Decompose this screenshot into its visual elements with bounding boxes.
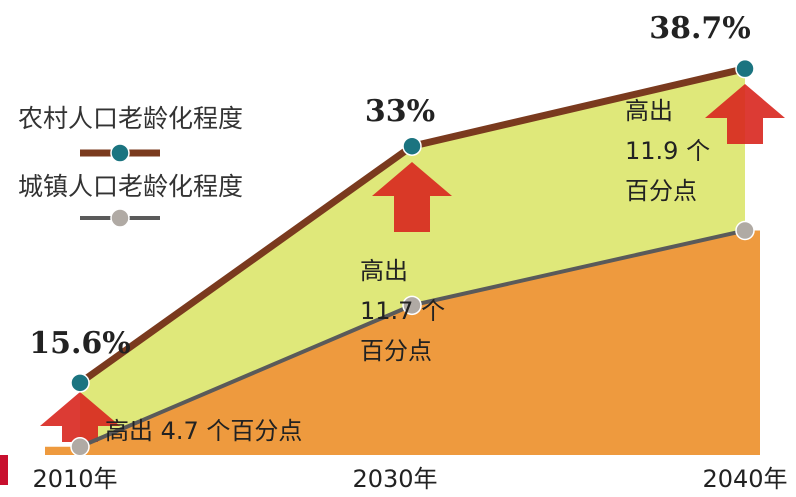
legend-marker: [110, 208, 130, 228]
marker: [735, 220, 755, 241]
band: [80, 68, 745, 447]
marker: [402, 136, 422, 156]
x-tick-label: 2040年: [702, 465, 787, 493]
annotation: 11.9 个: [625, 137, 710, 165]
area: [45, 230, 760, 455]
annotation: 高出: [360, 257, 408, 285]
marker: [735, 58, 755, 79]
legend-marker: [110, 143, 130, 163]
background: [40, 68, 785, 455]
marker: [70, 437, 90, 457]
legend-label: 农村人口老龄化程度: [18, 104, 243, 133]
edge-mark: [0, 455, 8, 485]
x-tick-label: 2010年: [32, 465, 117, 493]
legend-label: 城镇人口老龄化程度: [18, 172, 243, 201]
annotation: 百分点: [625, 177, 697, 205]
annotation: 高出: [625, 97, 673, 125]
x-tick-label: 2030年: [352, 465, 437, 493]
value-label: 33%: [365, 94, 435, 129]
marker: [402, 295, 422, 316]
marker: [70, 373, 90, 393]
annotation: 11.7 个: [360, 297, 445, 325]
value-label: 38.7%: [649, 11, 751, 46]
value-label: 15.6%: [29, 326, 131, 361]
arrow: [372, 162, 452, 232]
annotation: 百分点: [360, 337, 432, 365]
arrow: [705, 84, 785, 144]
arrow: [40, 392, 120, 442]
annotation: 高出 4.7 个百分点: [105, 417, 302, 445]
